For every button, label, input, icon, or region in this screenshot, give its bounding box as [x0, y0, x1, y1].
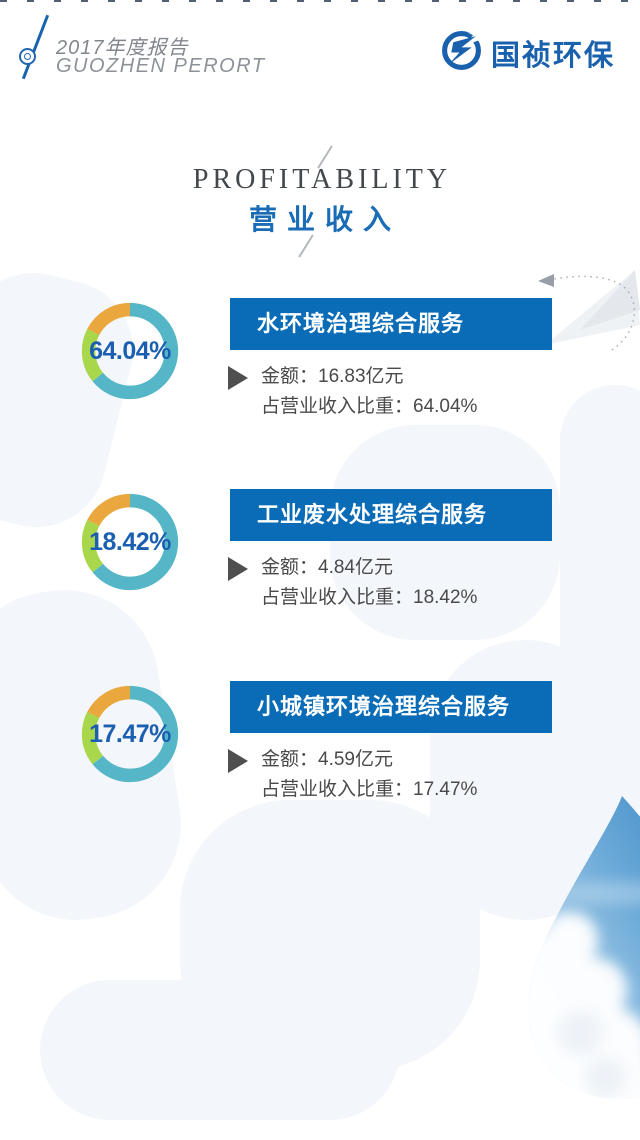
- service-detail: 金额：4.59亿元 占营业收入比重：17.47%: [228, 745, 477, 805]
- brand-name: 国祯环保: [491, 40, 616, 72]
- paper-plane-icon: [538, 270, 640, 351]
- donut-chart: 17.47%: [76, 680, 184, 788]
- amount-line: 金额：4.59亿元: [261, 749, 393, 770]
- brand-logo: 国祯环保: [440, 29, 615, 77]
- revenue-row: 64.04% 水环境治理综合服务 金额：16.83亿元 占营业收入比重：64.0…: [0, 290, 640, 460]
- share-line: 占营业收入比重：64.04%: [261, 396, 478, 417]
- amount-line: 金额：4.84亿元: [261, 557, 393, 578]
- header-ring-icon: [19, 48, 36, 65]
- donut-chart: 64.04%: [76, 297, 184, 405]
- service-title-bar: 小城镇环境治理综合服务: [230, 681, 552, 733]
- triangle-marker-icon: [228, 557, 248, 581]
- share-line: 占营业收入比重：18.42%: [261, 587, 478, 608]
- header-slash-icon: [21, 14, 50, 80]
- service-title-bar: 水环境治理综合服务: [230, 298, 552, 350]
- amount-line: 金额：16.83亿元: [261, 366, 404, 387]
- report-title-en: GUOZHEN PERORT: [56, 55, 266, 77]
- donut-percent-label: 64.04%: [89, 336, 171, 365]
- revenue-row: 17.47% 小城镇环境治理综合服务 金额：4.59亿元 占营业收入比重：17.…: [0, 673, 640, 843]
- watermark-blob: [40, 980, 400, 1120]
- brand-logo-icon: [440, 29, 483, 77]
- revenue-row: 18.42% 工业废水处理综合服务 金额：4.84亿元 占营业收入比重：18.4…: [0, 481, 640, 651]
- service-detail: 金额：4.84亿元 占营业收入比重：18.42%: [228, 553, 477, 613]
- donut-percent-label: 17.47%: [89, 719, 171, 748]
- donut-percent-label: 18.42%: [89, 527, 171, 556]
- triangle-marker-icon: [228, 366, 248, 390]
- top-dashed-divider: [0, 0, 640, 2]
- service-title-bar: 工业废水处理综合服务: [230, 489, 552, 541]
- donut-chart: 18.42%: [76, 488, 184, 596]
- section-title-cn: 营业收入: [248, 204, 401, 235]
- triangle-marker-icon: [228, 749, 248, 773]
- report-title-cn: 2017年度报告: [56, 37, 189, 59]
- service-detail: 金额：16.83亿元 占营业收入比重：64.04%: [228, 362, 477, 422]
- section-title-en: PROFITABILITY: [192, 164, 452, 195]
- water-droplet-image: [528, 796, 640, 1099]
- share-line: 占营业收入比重：17.47%: [261, 779, 478, 800]
